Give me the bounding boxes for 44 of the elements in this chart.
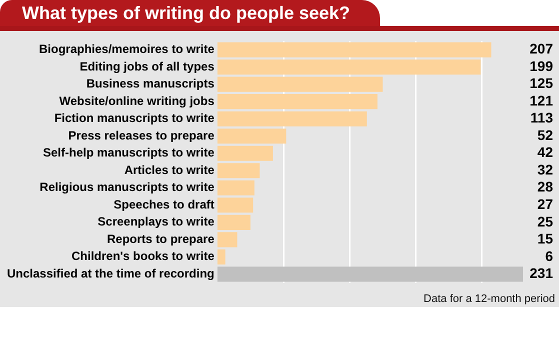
data-label: 121 <box>530 92 554 108</box>
y-tick-label: Biographies/memoires to write <box>38 42 215 56</box>
bar <box>217 163 260 178</box>
bar <box>217 94 378 110</box>
y-tick-label: Fiction manuscripts to write <box>54 111 215 126</box>
bar <box>217 42 492 58</box>
bar <box>217 198 254 213</box>
bar <box>217 180 254 196</box>
y-tick-label: Screenplays to write <box>98 214 215 229</box>
text: Data for a 12-month period <box>424 293 555 305</box>
y-tick-label: Editing jobs of all types <box>80 59 215 74</box>
y-tick-label: Speeches to draft <box>114 197 214 212</box>
y-tick-label: Articles to write <box>124 162 215 177</box>
y-tick-label: Press releases to prepare <box>68 128 215 142</box>
data-label: 207 <box>530 40 554 57</box>
data-label: 231 <box>530 265 554 282</box>
bar <box>217 76 383 92</box>
y-tick-label: Religious manuscripts to write <box>40 180 215 194</box>
data-label: 42 <box>537 144 554 160</box>
data-label: 27 <box>537 196 554 212</box>
y-tick-label: Business manuscripts <box>86 76 215 91</box>
y-tick-label: Website/online writing jobs <box>59 94 215 108</box>
bar <box>217 60 481 75</box>
data-label: 6 <box>545 248 554 264</box>
bar <box>217 128 286 144</box>
y-tick-label: Self-help manuscripts to write <box>43 146 215 160</box>
data-label: 125 <box>530 75 554 92</box>
bar <box>217 214 250 230</box>
y-tick-label: Reports to prepare <box>107 232 215 246</box>
y-tick-label: Unclassified at the time of recording <box>7 266 214 280</box>
data-label: 113 <box>530 110 554 126</box>
chart-title: What types of writing do people seek? <box>0 0 380 26</box>
data-label: 28 <box>537 178 554 195</box>
bar <box>217 146 273 161</box>
bar <box>217 111 367 126</box>
data-label: 199 <box>530 58 554 74</box>
y-tick-label: Children's books to write <box>72 249 215 264</box>
bar <box>217 232 238 248</box>
data-label: 32 <box>537 161 554 178</box>
data-label: 52 <box>537 126 554 143</box>
bar <box>217 266 523 282</box>
data-label: 15 <box>537 230 554 247</box>
bar <box>217 249 226 264</box>
data-label: 25 <box>537 213 554 230</box>
